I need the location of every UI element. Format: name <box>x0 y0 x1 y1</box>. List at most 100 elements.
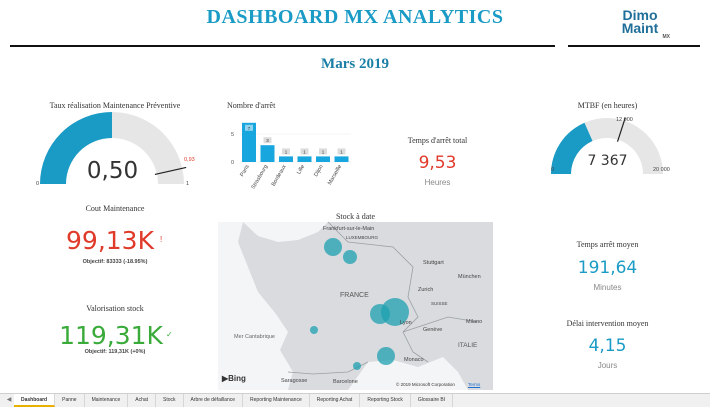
map-label-geneve: Genève <box>423 327 443 333</box>
bar-chart-title: Nombre d'arrêt <box>227 101 276 110</box>
mtbf-gauge-target-label: 12 000 <box>616 117 633 123</box>
header-divider-right <box>568 45 700 47</box>
mtbf-gauge-title: MTBF (en heures) <box>577 101 638 110</box>
stock-bubble <box>324 238 342 256</box>
bar-paris[interactable] <box>242 122 256 162</box>
stock-bubble <box>353 362 361 370</box>
map-label-italie: ITALIE <box>458 342 478 349</box>
temps-moyen-title: Temps arrêt moyen <box>576 240 639 249</box>
logo-line-1: Dimo <box>622 7 658 23</box>
tab-reporting-achat[interactable]: Reporting Achat <box>310 394 361 407</box>
channel-sea <box>243 222 328 242</box>
data-label: 1 <box>340 149 343 154</box>
x-tick-label: Paris <box>239 164 251 178</box>
maintenance-gauge[interactable] <box>30 112 195 192</box>
x-tick-label: Marseille <box>327 164 343 186</box>
report-tab-bar: ◀ Dashboard Panne Maintenance Achat Stoc… <box>0 393 710 407</box>
tab-scroll-left-icon[interactable]: ◀ <box>6 397 12 403</box>
tab-reporting-maintenance[interactable]: Reporting Maintenance <box>243 394 310 407</box>
cout-alert-icon: ! <box>160 235 163 244</box>
y-tick-label: 5 <box>231 132 234 138</box>
map-canvas[interactable] <box>218 222 493 390</box>
tab-stock[interactable]: Stock <box>156 394 184 407</box>
map-label-milano: Milano <box>466 319 483 325</box>
map-label-zurich: Zurich <box>418 287 434 293</box>
map-label-suisse: SUISSE <box>431 301 448 306</box>
delai-value: 4,15 <box>588 336 627 356</box>
bar-bordeaux[interactable] <box>279 156 293 162</box>
tab-arbre-de-defaillance[interactable]: Arbre de défaillance <box>184 394 244 407</box>
tab-maintenance[interactable]: Maintenance <box>85 394 129 407</box>
map-label-lyon: Lyon <box>400 320 412 326</box>
map-label-luxembourg: LUXEMBOURG <box>346 235 379 240</box>
arret-total-unit: Heures <box>424 178 451 187</box>
atlantic-sea <box>218 222 293 390</box>
x-tick-label: Lille <box>296 164 306 175</box>
data-label-box <box>319 148 327 155</box>
y-tick-label: 0 <box>231 160 234 166</box>
data-label-box <box>300 148 309 155</box>
bar-chart[interactable]: 0 5 7 Paris 3 Strasbourg 1 Bordeaux 1 Lille 1 Dijon… <box>225 112 370 197</box>
gauge-target-marker <box>154 166 187 175</box>
map-title: Stock à date <box>335 212 376 221</box>
dashboard-title: DASHBOARD MX ANALYTICS <box>206 6 504 28</box>
temps-moyen-unit: Minutes <box>593 283 622 292</box>
gauge-fill <box>551 122 593 174</box>
tab-glossaire-bi[interactable]: Glossaire BI <box>411 394 454 407</box>
arret-total-value: 9,53 <box>418 153 457 173</box>
arret-total-title: Temps d'arrêt total <box>407 136 468 145</box>
logo-sub: MX <box>662 34 671 40</box>
maintenance-gauge-value: 0,50 <box>86 158 139 184</box>
x-tick-label: Strasbourg <box>251 164 270 190</box>
tab-achat[interactable]: Achat <box>128 394 157 407</box>
tab-reporting-stock[interactable]: Reporting Stock <box>360 394 411 407</box>
valorisation-check-icon: ✓ <box>166 330 173 339</box>
logo-line-2: Maint <box>621 20 659 36</box>
valorisation-objective: Objectif: 119,31K (+0%) <box>84 349 146 355</box>
cout-value: 99,13K <box>66 226 154 255</box>
company-logo: Dimo Maint MX <box>610 7 671 40</box>
bing-icon: ▶ <box>222 374 229 383</box>
map-label-saragosse: Saragosse <box>281 378 308 384</box>
bar-marseille[interactable] <box>334 156 349 162</box>
maintenance-gauge-min: 0 <box>36 181 40 187</box>
x-tick-label: Dijon <box>313 164 324 178</box>
mtbf-gauge[interactable] <box>545 118 670 178</box>
mtbf-gauge-max: 20 000 <box>653 167 670 173</box>
data-label: 1 <box>303 149 306 154</box>
maintenance-gauge-target-label: 0,93 <box>184 157 195 163</box>
cout-title: Cout Maintenance <box>85 204 145 213</box>
mtbf-gauge-min: 0 <box>551 167 555 173</box>
stock-map[interactable]: Frankfurt-sur-le-Main LUXEMBOURG Stuttga… <box>218 222 493 390</box>
bar-lille[interactable] <box>297 156 312 162</box>
data-label-box <box>245 124 253 131</box>
delai-title: Délai intervention moyen <box>566 319 649 328</box>
valorisation-value: 119,31K <box>59 321 163 350</box>
maintenance-gauge-title: Taux réalisation Maintenance Préventive <box>49 101 181 110</box>
stock-bubble <box>381 298 409 326</box>
mtbf-gauge-value: 7 367 <box>587 153 628 169</box>
x-tick-label: Bordeaux <box>271 164 288 188</box>
month-label: Mars 2019 <box>321 56 389 72</box>
map-label-monaco: Monaco <box>404 357 424 363</box>
stock-bubble <box>377 347 395 365</box>
bar-dijon[interactable] <box>316 156 330 162</box>
gauge-fill <box>40 112 112 184</box>
bar-strasbourg[interactable] <box>260 145 275 162</box>
header-divider <box>10 45 555 47</box>
tab-panne[interactable]: Panne <box>55 394 85 407</box>
stock-bubble <box>343 250 357 264</box>
temps-moyen-value: 191,64 <box>577 258 638 278</box>
country-border <box>327 222 479 363</box>
map-copyright: © 2019 Microsoft Corporation <box>396 382 455 387</box>
map-label-stuttgart: Stuttgart <box>423 260 444 266</box>
maintenance-gauge-max: 1 <box>186 181 190 187</box>
tab-dashboard[interactable]: Dashboard <box>14 394 56 407</box>
mediterranean-sea <box>348 357 468 390</box>
map-terms-link[interactable]: Terms <box>468 382 481 387</box>
valorisation-title: Valorisation stock <box>86 304 144 313</box>
cout-objective: Objectif: 83333 (-18.95%) <box>82 259 148 265</box>
data-label-box <box>282 148 290 155</box>
map-label-munchen: München <box>458 274 481 280</box>
stock-bubble <box>310 326 318 334</box>
